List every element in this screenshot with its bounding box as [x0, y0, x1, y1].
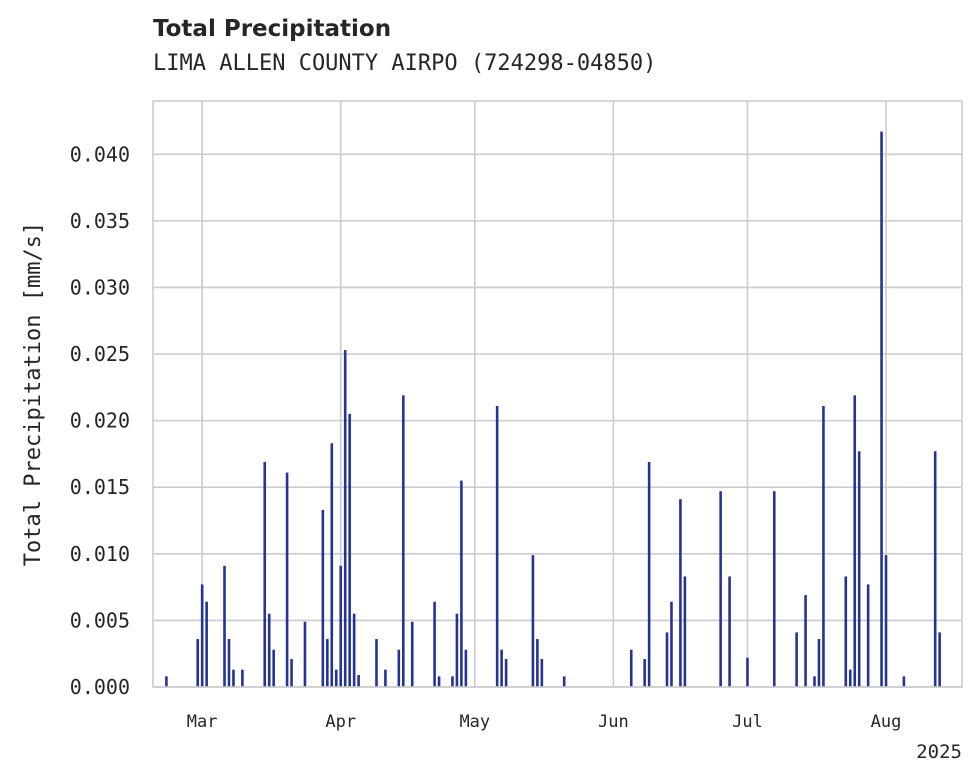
- precipitation-bar: [285, 472, 289, 687]
- precipitation-bar: [536, 639, 539, 687]
- precipitation-bar: [866, 584, 870, 687]
- grid-lines: [153, 101, 962, 688]
- precipitation-bar: [665, 632, 669, 687]
- precipitation-bar: [880, 131, 883, 687]
- precipitation-bar: [531, 555, 535, 687]
- x-tick-label: May: [459, 712, 490, 732]
- bar-series: [165, 131, 941, 687]
- y-tick-label: 0.000: [70, 675, 130, 699]
- precipitation-bar: [679, 499, 682, 687]
- precipitation-bar: [334, 669, 338, 687]
- precipitation-bar: [330, 443, 334, 687]
- precipitation-bar: [643, 659, 646, 687]
- precipitation-bar: [495, 405, 499, 687]
- y-tick-label: 0.005: [70, 608, 130, 632]
- precipitation-bar: [455, 613, 459, 687]
- y-tick-label: 0.030: [70, 275, 130, 299]
- precipitation-bar: [165, 676, 168, 687]
- x-tick-label: Mar: [187, 712, 218, 732]
- precipitation-bar: [241, 669, 244, 687]
- precipitation-bar: [352, 613, 356, 687]
- precipitation-bar: [562, 676, 566, 687]
- precipitation-bar: [817, 639, 821, 687]
- y-tick-label: 0.035: [70, 209, 130, 233]
- precipitation-bar: [401, 395, 405, 687]
- precipitation-bar: [303, 621, 307, 687]
- precipitation-bar: [938, 632, 941, 687]
- precipitation-bar: [200, 584, 204, 687]
- precipitation-bar: [719, 491, 722, 687]
- precipitation-bar: [433, 601, 436, 687]
- precipitation-bar: [326, 639, 329, 687]
- precipitation-bar: [822, 405, 825, 687]
- y-tick-label: 0.015: [70, 475, 130, 499]
- precipitation-bar: [339, 565, 343, 687]
- precipitation-bar: [746, 657, 749, 687]
- y-tick-label: 0.025: [70, 342, 130, 366]
- plot-frame: [152, 100, 963, 688]
- precipitation-bar: [795, 632, 798, 687]
- precipitation-bar: [853, 395, 857, 687]
- x-tick-label: Jun: [598, 712, 629, 732]
- precipitation-bar: [728, 576, 731, 687]
- precipitation-bar: [272, 649, 275, 687]
- precipitation-bar: [227, 639, 231, 687]
- x-tick-label: Aug: [871, 712, 902, 732]
- y-tick-label: 0.040: [70, 142, 130, 166]
- precipitation-bar: [357, 675, 360, 687]
- precipitation-bar: [844, 576, 848, 687]
- precipitation-bar: [348, 413, 351, 687]
- precipitation-bar: [223, 565, 226, 687]
- precipitation-bar: [902, 676, 906, 687]
- precipitation-bar: [263, 461, 267, 687]
- precipitation-bar: [343, 350, 347, 687]
- precipitation-bar: [267, 613, 271, 687]
- precipitation-bar: [437, 676, 441, 687]
- precipitation-bar: [772, 491, 776, 687]
- precipitation-bar: [500, 649, 503, 687]
- y-axis-label: Total Precipitation [mm/s]: [21, 222, 46, 566]
- y-axis-ticks: 0.000 0.005 0.010 0.015 0.020 0.025 0.030 0.035…: [70, 142, 130, 699]
- precipitation-bar: [410, 621, 414, 687]
- precipitation-bar: [451, 676, 454, 687]
- chart-title: Total Precipitation: [153, 16, 392, 42]
- precipitation-bar: [647, 461, 651, 687]
- precipitation-bar: [848, 669, 852, 687]
- chart-subtitle: LIMA ALLEN COUNTY AIRPO (724298-04850): [153, 51, 657, 76]
- precipitation-bar: [196, 639, 199, 687]
- precipitation-bar: [290, 659, 293, 687]
- precipitation-bar: [804, 595, 807, 687]
- precipitation-bar: [933, 451, 937, 687]
- precipitation-bar: [884, 555, 888, 687]
- precipitation-bar: [375, 639, 378, 687]
- precipitation-bar: [504, 659, 508, 687]
- x-axis-year-label: 2025: [916, 741, 962, 763]
- x-tick-label: Apr: [325, 712, 356, 732]
- y-tick-label: 0.020: [70, 409, 130, 433]
- precipitation-bar: [464, 649, 468, 687]
- x-axis-ticks: Mar Apr May Jun Jul Aug: [187, 712, 902, 732]
- precipitation-bar: [683, 576, 687, 687]
- precipitation-bar: [232, 669, 235, 687]
- x-tick-label: Jul: [732, 712, 763, 732]
- y-tick-label: 0.010: [70, 542, 130, 566]
- precipitation-bar: [384, 669, 387, 687]
- precipitation-bar: [540, 659, 544, 687]
- precipitation-bar: [460, 480, 463, 687]
- precipitation-bar: [205, 601, 208, 687]
- precipitation-bar: [397, 649, 401, 687]
- precipitation-bar: [629, 649, 633, 687]
- precipitation-bar: [670, 601, 673, 687]
- precipitation-bar: [857, 451, 861, 687]
- precipitation-bar: [813, 676, 816, 687]
- precipitation-bar: [321, 509, 325, 687]
